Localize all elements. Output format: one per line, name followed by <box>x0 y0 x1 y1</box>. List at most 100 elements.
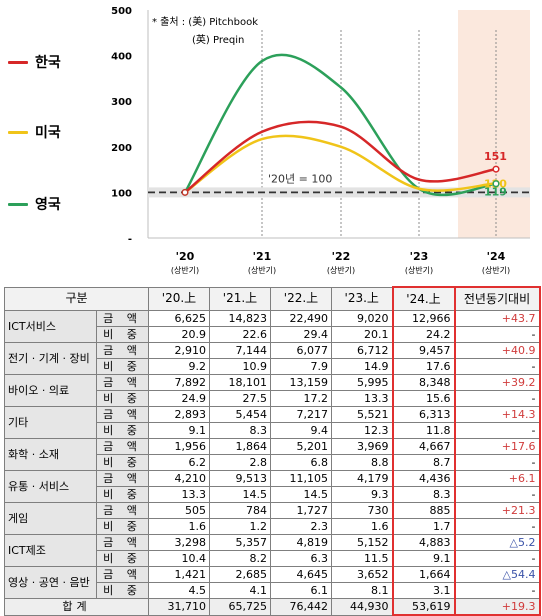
table-row: 화학 · 소재 금 액 1,956 1,864 5,201 3,969 4,667 +17.6 <box>4 438 541 471</box>
yoy-cell: △54.4 <box>454 566 541 583</box>
share-cell: 9.3 <box>331 486 393 503</box>
table-row: ICT서비스 금 액 6,625 14,823 22,490 9,020 12,966 +43… <box>4 310 541 343</box>
baseline-label: '20년 = 100 <box>268 172 332 185</box>
share-cell: 4.5 <box>148 582 210 599</box>
amount-cell: 7,217 <box>270 406 332 423</box>
share-cell: 13.3 <box>148 486 210 503</box>
total-label: 합계 <box>4 598 149 616</box>
y-tick-label: 500 <box>111 6 132 17</box>
metric-label-share: 비 중 <box>96 582 149 599</box>
header-group: 구분 <box>4 286 149 311</box>
legend-label-korea: 한국 <box>35 55 61 71</box>
amount-cell: 22,490 <box>270 310 332 327</box>
data-label: 119 <box>484 186 507 199</box>
amount-cell: 3,969 <box>331 438 393 455</box>
amount-cell: 885 <box>391 502 456 519</box>
legend-swatch-uk <box>8 202 28 206</box>
metric-label-amount: 금 액 <box>96 502 149 519</box>
legend-swatch-korea <box>8 60 28 64</box>
x-tick-sublabel: (상반기) <box>248 265 276 275</box>
amount-cell: 11,105 <box>270 470 332 487</box>
amount-cell: 784 <box>209 502 271 519</box>
table-row: 비 중 1.6 1.2 2.3 1.6 1.7- <box>5 518 541 535</box>
metric-label-amount: 금 액 <box>96 534 149 551</box>
legend-item-korea: 한국 <box>8 52 61 72</box>
total-row: 합계 31,710 65,725 76,442 44,930 53,619 +19.3 <box>4 598 541 616</box>
share-cell: 2.3 <box>270 518 332 535</box>
table-row: 비 중 24.9 27.5 17.2 13.3 15.6- <box>5 390 541 407</box>
metric-label-share: 비 중 <box>96 422 149 439</box>
share-cell: 1.7 <box>391 518 456 535</box>
amount-cell: 730 <box>331 502 393 519</box>
metric-label-amount: 금 액 <box>96 406 149 423</box>
x-tick-sublabel: (상반기) <box>405 265 433 275</box>
legend-item-uk: 영국 <box>8 194 61 214</box>
amount-cell: 2,685 <box>209 566 271 583</box>
header-period: '20.上 <box>148 286 210 311</box>
share-cell: 2.8 <box>209 454 271 471</box>
share-cell: 8.8 <box>331 454 393 471</box>
table-row: 비 중 4.5 4.1 6.1 8.1 3.1- <box>5 582 541 599</box>
amount-cell: 5,152 <box>331 534 393 551</box>
total-cell: 65,725 <box>209 598 271 616</box>
x-tick-label: '22 <box>332 250 351 263</box>
share-cell: 9.1 <box>391 550 456 567</box>
share-cell: 10.4 <box>148 550 210 567</box>
source-note: * 출처 : (美) Pitchbook (英) Preqin <box>152 14 258 50</box>
category-cell: 영상 · 공연 · 음반 <box>4 566 97 599</box>
table-row: 비 중 13.3 14.5 14.5 9.3 8.3- <box>5 486 541 503</box>
category-cell: ICT제조 <box>4 534 97 567</box>
amount-cell: 3,298 <box>148 534 210 551</box>
share-cell: 22.6 <box>209 326 271 343</box>
yoy-cell: +43.7 <box>454 310 541 327</box>
total-cell: 76,442 <box>270 598 332 616</box>
amount-cell: 1,727 <box>270 502 332 519</box>
x-tick-sublabel: (상반기) <box>482 265 510 275</box>
end-point-marker <box>492 180 500 188</box>
metric-label-share: 비 중 <box>96 358 149 375</box>
share-cell: 24.2 <box>391 326 456 343</box>
metric-label-amount: 금 액 <box>96 342 149 359</box>
table-row: 비 중 10.4 8.2 6.3 11.5 9.1- <box>5 550 541 567</box>
share-cell: 29.4 <box>270 326 332 343</box>
amount-cell: 5,521 <box>331 406 393 423</box>
x-tick-sublabel: (상반기) <box>327 265 355 275</box>
end-point-marker <box>492 165 500 173</box>
amount-cell: 6,077 <box>270 342 332 359</box>
amount-cell: 4,645 <box>270 566 332 583</box>
y-tick-label: 200 <box>111 143 132 154</box>
amount-cell: 1,956 <box>148 438 210 455</box>
table-row: 비 중 9.2 10.9 7.9 14.9 17.6- <box>5 358 541 375</box>
share-cell: 24.9 <box>148 390 210 407</box>
amount-cell: 505 <box>148 502 210 519</box>
table-row: 비 중 6.2 2.8 6.8 8.8 8.7- <box>5 454 541 471</box>
x-tick-label: '21 <box>253 250 272 263</box>
amount-cell: 7,892 <box>148 374 210 391</box>
amount-cell: 4,436 <box>391 470 456 487</box>
metric-label-amount: 금 액 <box>96 470 149 487</box>
x-tick-label: '20 <box>176 250 195 263</box>
share-cell: 11.8 <box>391 422 456 439</box>
share-cell: 9.4 <box>270 422 332 439</box>
header-period: '23.上 <box>331 286 393 311</box>
amount-cell: 4,819 <box>270 534 332 551</box>
share-cell: 6.2 <box>148 454 210 471</box>
share-cell: 1.2 <box>209 518 271 535</box>
share-cell: 6.1 <box>270 582 332 599</box>
yoy-cell: +39.2 <box>454 374 541 391</box>
yoy-share-cell: - <box>454 550 541 567</box>
share-cell: 20.1 <box>331 326 393 343</box>
amount-cell: 18,101 <box>209 374 271 391</box>
share-cell: 3.1 <box>391 582 456 599</box>
amount-cell: 2,893 <box>148 406 210 423</box>
share-cell: 14.5 <box>270 486 332 503</box>
y-tick-label: 100 <box>111 188 132 199</box>
yoy-share-cell: - <box>454 454 541 471</box>
share-cell: 17.6 <box>391 358 456 375</box>
share-cell: 15.6 <box>391 390 456 407</box>
category-cell: 게임 <box>4 502 97 535</box>
table-header-row: 구분 '20.上 '21.上 '22.上 '23.上 '24.上 전년동기대비 <box>4 286 541 311</box>
metric-label-share: 비 중 <box>96 518 149 535</box>
amount-cell: 9,020 <box>331 310 393 327</box>
